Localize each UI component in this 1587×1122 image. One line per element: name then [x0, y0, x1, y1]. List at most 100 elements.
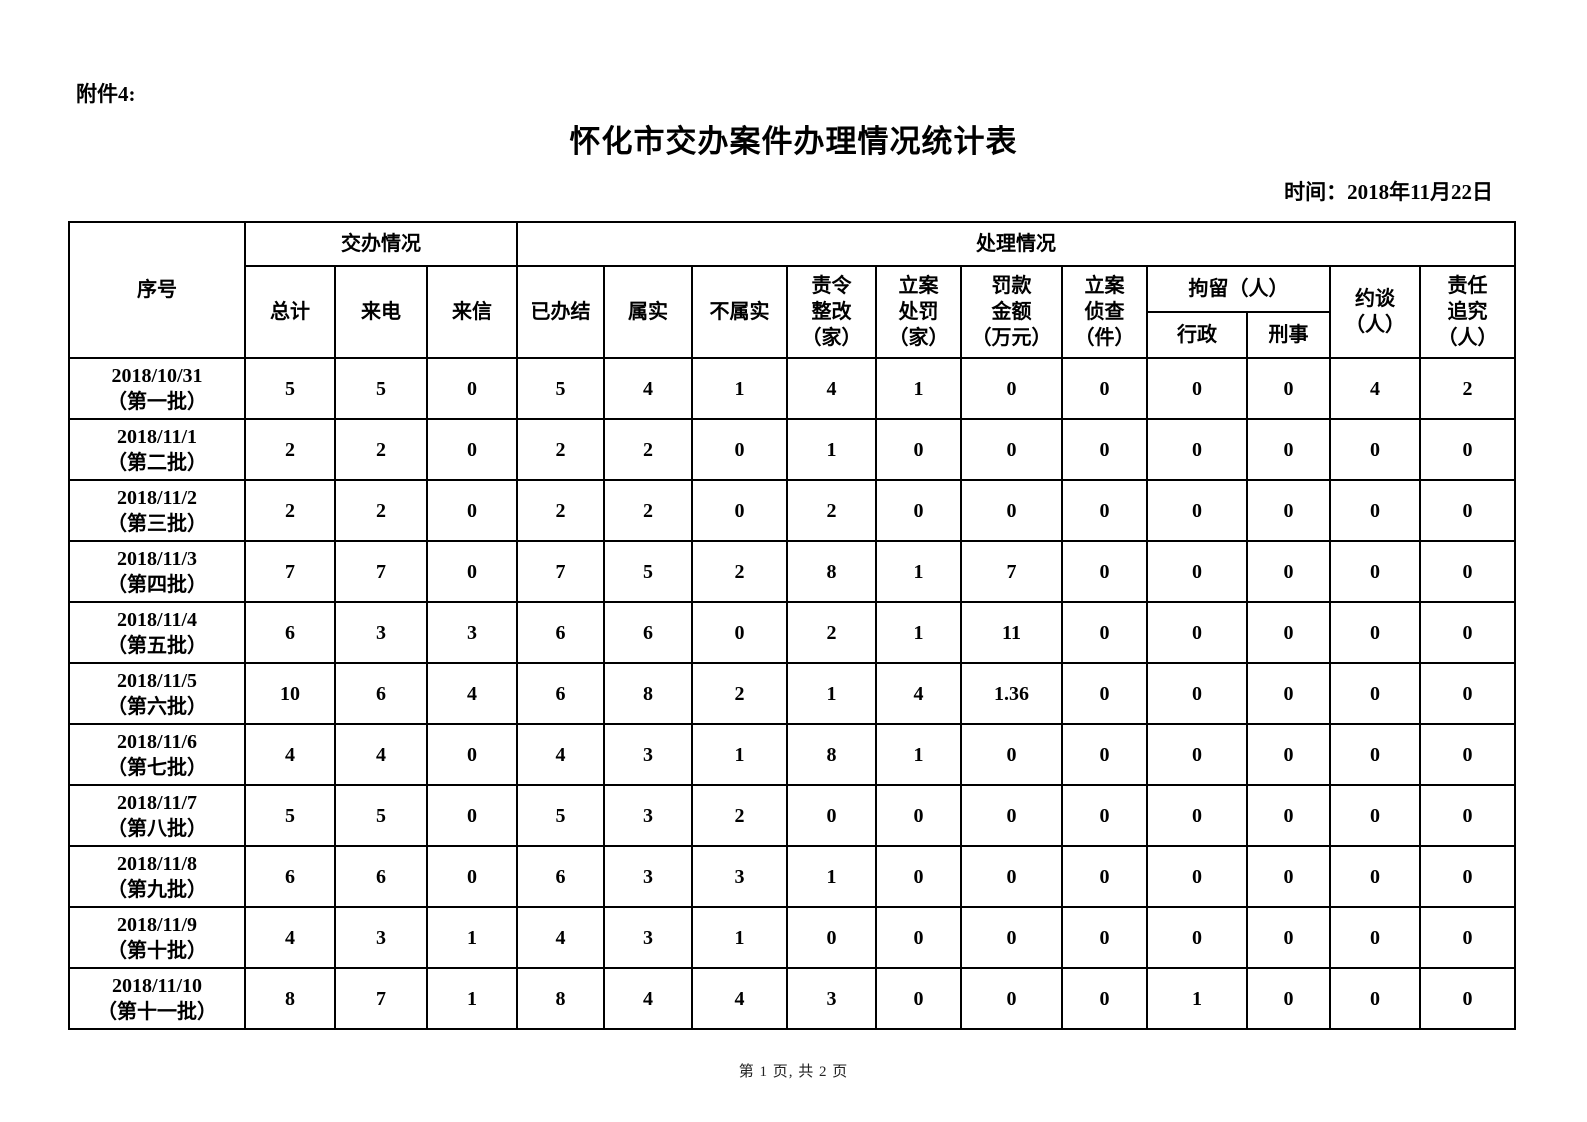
table-cell: 2 [691, 540, 788, 603]
table-cell: 7 [334, 540, 428, 603]
col-header-punishment: 立案 处罚 （家） [875, 265, 962, 359]
row-serial: 2018/11/3 （第四批） [68, 540, 246, 603]
table-cell: 0 [426, 479, 518, 542]
col-header-completed: 已办结 [516, 265, 605, 359]
table-cell: 1 [875, 357, 962, 420]
table-cell: 3 [334, 906, 428, 969]
table-cell: 0 [1246, 357, 1331, 420]
table-cell: 3 [603, 723, 693, 786]
table-cell: 10 [244, 662, 336, 725]
table-container: 序号 交办情况 处理情况 总计 来电 来信 已办结 属实 不属实 责令 整改 （… [68, 221, 1516, 1030]
table-cell: 0 [1419, 784, 1516, 847]
table-cell: 0 [426, 784, 518, 847]
table-row: 2018/11/9 （第十批） 4 3 1 4 3 1 0 0 0 0 0 0 0 0 [68, 906, 1516, 969]
table-row: 2018/11/3 （第四批） 7 7 0 7 5 2 8 1 7 0 0 0 0 0 [68, 540, 1516, 603]
table-row: 2018/11/6 （第七批） 4 4 0 4 3 1 8 1 0 0 0 0 0 0 [68, 723, 1516, 786]
col-group-assign: 交办情况 [244, 221, 518, 267]
table-cell: 0 [875, 906, 962, 969]
table-cell: 5 [334, 784, 428, 847]
row-serial: 2018/11/10 （第十一批） [68, 967, 246, 1030]
table-cell: 11 [960, 601, 1063, 664]
table-cell: 1 [786, 418, 877, 481]
table-cell: 0 [1329, 906, 1421, 969]
table-header: 序号 交办情况 处理情况 总计 来电 来信 已办结 属实 不属实 责令 整改 （… [68, 221, 1516, 359]
table-cell: 4 [786, 357, 877, 420]
table-cell: 0 [875, 418, 962, 481]
table-cell: 3 [691, 845, 788, 908]
table-cell: 1.36 [960, 662, 1063, 725]
table-cell: 0 [1061, 906, 1148, 969]
table-cell: 0 [1146, 723, 1248, 786]
date-label: 时间：2018年11月22日 [1284, 180, 1493, 204]
table-cell: 0 [1329, 601, 1421, 664]
table-cell: 2 [334, 418, 428, 481]
table-cell: 0 [960, 967, 1063, 1030]
table-cell: 0 [1146, 418, 1248, 481]
table-cell: 0 [960, 784, 1063, 847]
row-serial: 2018/11/5 （第六批） [68, 662, 246, 725]
table-cell: 0 [1419, 601, 1516, 664]
table-row: 2018/11/8 （第九批） 6 6 0 6 3 3 1 0 0 0 0 0 0 0 [68, 845, 1516, 908]
table-cell: 0 [1246, 418, 1331, 481]
col-header-rectification: 责令 整改 （家） [786, 265, 877, 359]
table-cell: 0 [1329, 479, 1421, 542]
table-cell: 2 [1419, 357, 1516, 420]
table-cell: 0 [691, 418, 788, 481]
table-cell: 2 [516, 479, 605, 542]
table-cell: 0 [786, 906, 877, 969]
table-cell: 0 [1146, 784, 1248, 847]
table-cell: 4 [244, 906, 336, 969]
table-row: 2018/10/31 （第一批） 5 5 0 5 4 1 4 1 0 0 0 0 4 2 [68, 357, 1516, 420]
table-cell: 5 [244, 357, 336, 420]
table-cell: 0 [1246, 601, 1331, 664]
table-cell: 5 [244, 784, 336, 847]
table-cell: 4 [1329, 357, 1421, 420]
table-cell: 0 [1329, 845, 1421, 908]
table-cell: 0 [691, 479, 788, 542]
table-cell: 0 [960, 357, 1063, 420]
table-cell: 1 [691, 906, 788, 969]
row-serial: 2018/11/7 （第八批） [68, 784, 246, 847]
row-serial: 2018/10/31 （第一批） [68, 357, 246, 420]
table-cell: 0 [960, 418, 1063, 481]
table-cell: 0 [1061, 967, 1148, 1030]
table-cell: 1 [426, 906, 518, 969]
table-cell: 2 [691, 662, 788, 725]
table-cell: 1 [691, 357, 788, 420]
table-cell: 0 [1061, 601, 1148, 664]
table-cell: 0 [426, 540, 518, 603]
table-cell: 0 [1246, 784, 1331, 847]
col-header-detention-admin: 行政 [1146, 311, 1248, 359]
table-cell: 0 [1419, 540, 1516, 603]
table-cell: 6 [334, 845, 428, 908]
col-header-fine-amount: 罚款 金额 （万元） [960, 265, 1063, 359]
table-row: 2018/11/2 （第三批） 2 2 0 2 2 0 2 0 0 0 0 0 0 0 [68, 479, 1516, 542]
table-cell: 4 [516, 723, 605, 786]
table-cell: 0 [1061, 540, 1148, 603]
table-cell: 8 [786, 540, 877, 603]
col-header-serial: 序号 [68, 221, 246, 359]
col-header-interview: 约谈 （人） [1329, 265, 1421, 359]
table-cell: 1 [786, 845, 877, 908]
table-cell: 0 [1146, 479, 1248, 542]
attachment-label: 附件4: [76, 82, 136, 106]
table-cell: 0 [960, 723, 1063, 786]
table-cell: 0 [1246, 845, 1331, 908]
table-cell: 5 [516, 357, 605, 420]
table-cell: 6 [244, 845, 336, 908]
row-serial: 2018/11/1 （第二批） [68, 418, 246, 481]
table-cell: 2 [603, 479, 693, 542]
table-cell: 3 [334, 601, 428, 664]
col-header-verified: 属实 [603, 265, 693, 359]
table-cell: 0 [1061, 357, 1148, 420]
table-cell: 3 [426, 601, 518, 664]
row-serial: 2018/11/9 （第十批） [68, 906, 246, 969]
table-cell: 0 [1329, 418, 1421, 481]
table-cell: 0 [426, 357, 518, 420]
table-cell: 5 [334, 357, 428, 420]
table-cell: 0 [1061, 479, 1148, 542]
row-serial: 2018/11/8 （第九批） [68, 845, 246, 908]
table-cell: 2 [691, 784, 788, 847]
table-cell: 6 [603, 601, 693, 664]
table-cell: 7 [960, 540, 1063, 603]
